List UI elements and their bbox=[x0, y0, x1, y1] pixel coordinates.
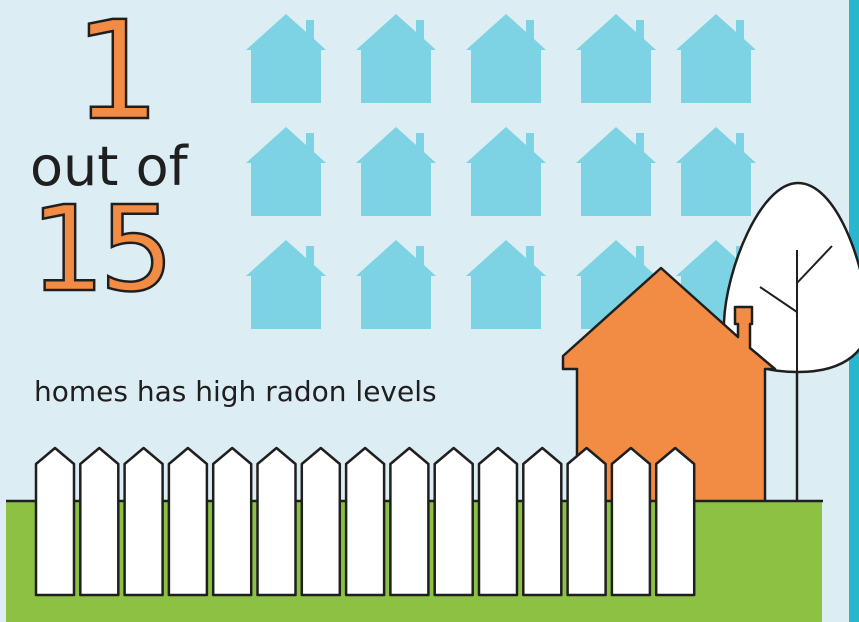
fence-picket bbox=[211, 446, 253, 597]
fence-picket bbox=[610, 446, 652, 597]
house-icon bbox=[576, 14, 656, 103]
fence-picket bbox=[522, 446, 563, 597]
fence-picket bbox=[389, 446, 430, 597]
stat-connector-text: out of bbox=[30, 135, 188, 198]
fence-picket bbox=[654, 446, 696, 597]
fence-picket bbox=[477, 446, 519, 597]
house-icon bbox=[466, 127, 546, 216]
fence-picket bbox=[566, 446, 607, 597]
house-icon bbox=[356, 240, 436, 329]
fence-picket bbox=[79, 446, 120, 597]
stat-caption: homes has high radon levels bbox=[34, 375, 437, 408]
house-icon bbox=[676, 14, 756, 103]
fence-picket bbox=[256, 446, 297, 597]
fence-picket bbox=[34, 446, 76, 597]
fence-picket bbox=[123, 446, 164, 597]
house-icon bbox=[466, 240, 546, 329]
house-icon bbox=[356, 14, 436, 103]
stat-denominator: 15 bbox=[29, 180, 176, 318]
fence-picket bbox=[300, 446, 342, 597]
fence-picket bbox=[433, 446, 474, 597]
house-icon-grid bbox=[246, 14, 756, 329]
fence-picket bbox=[167, 446, 209, 597]
house-icon bbox=[466, 14, 546, 103]
fence-picket bbox=[344, 446, 386, 597]
picket-fence bbox=[34, 446, 696, 597]
tree bbox=[722, 181, 859, 502]
house-icon bbox=[246, 240, 326, 329]
house-icon bbox=[356, 127, 436, 216]
house-icon bbox=[246, 127, 326, 216]
house-icon bbox=[676, 127, 756, 216]
house-icon bbox=[576, 127, 656, 216]
house-icon bbox=[246, 14, 326, 103]
stat-numerator: 1 bbox=[73, 0, 162, 151]
